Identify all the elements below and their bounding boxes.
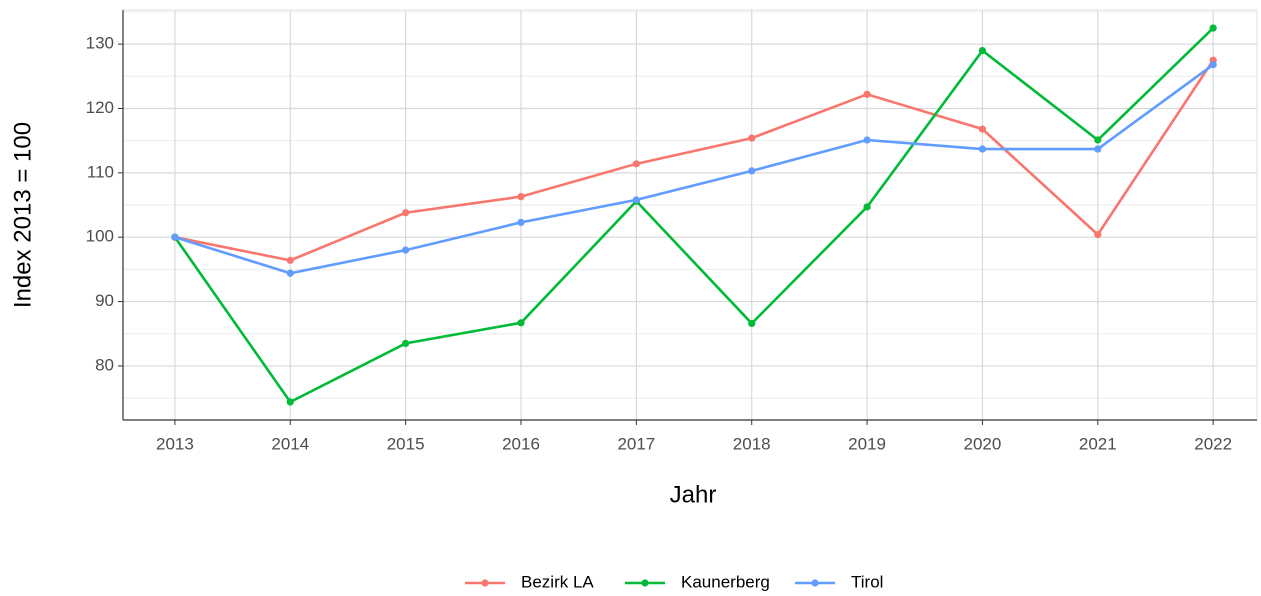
series-line [174, 59, 1215, 262]
x-tick-label: 2014 [271, 434, 309, 453]
y-tick-label: 130 [86, 34, 114, 53]
series-line [174, 63, 1214, 275]
legend-label: Bezirk LA [521, 572, 594, 591]
x-tick-label: 2020 [964, 434, 1002, 453]
legend-key-point [641, 579, 649, 587]
data-point [402, 339, 410, 348]
data-point [286, 269, 294, 277]
data-point [748, 167, 756, 175]
data-point [978, 145, 987, 153]
data-point [632, 196, 640, 204]
data-point [748, 319, 756, 328]
data-point [402, 246, 410, 254]
data-point [517, 193, 525, 201]
x-tick-label: 2021 [1079, 434, 1117, 453]
x-tick-label: 2015 [387, 434, 425, 453]
data-point [632, 160, 640, 168]
x-tick-label: 2017 [617, 434, 655, 453]
data-point [171, 233, 179, 241]
x-tick-label: 2016 [502, 434, 540, 453]
data-point [1209, 24, 1217, 32]
y-tick-label: 90 [95, 291, 114, 310]
data-point [402, 209, 410, 217]
x-tick-label: 2022 [1194, 434, 1232, 453]
data-point [286, 398, 294, 406]
data-point [1094, 231, 1102, 239]
y-tick-label: 120 [86, 98, 114, 117]
data-point [1209, 61, 1217, 69]
data-point [863, 136, 871, 144]
legend-label: Kaunerberg [681, 572, 770, 591]
data-point [978, 125, 987, 133]
x-axis-label: Jahr [670, 481, 717, 508]
y-tick-label: 110 [87, 162, 114, 181]
x-tick-label: 2013 [156, 434, 194, 453]
data-point [1094, 145, 1102, 153]
data-point [1094, 136, 1102, 144]
x-tick-label: 2019 [848, 434, 886, 453]
data-point [748, 134, 756, 142]
legend-key-point [811, 579, 819, 587]
plot-panel [122, 9, 1258, 421]
data-point [863, 203, 871, 211]
legend-key-point [481, 579, 489, 587]
legend-label: Tirol [851, 572, 883, 591]
data-point [863, 90, 871, 98]
y-axis-label: Index 2013 = 100 [9, 122, 36, 308]
data-point [286, 256, 294, 264]
data-point [978, 46, 987, 55]
y-tick-label: 100 [86, 227, 114, 246]
x-tick-label: 2018 [733, 434, 771, 453]
series-line [173, 27, 1215, 404]
data-point [517, 319, 525, 327]
data-point [517, 218, 525, 227]
y-tick-label: 80 [95, 355, 114, 374]
